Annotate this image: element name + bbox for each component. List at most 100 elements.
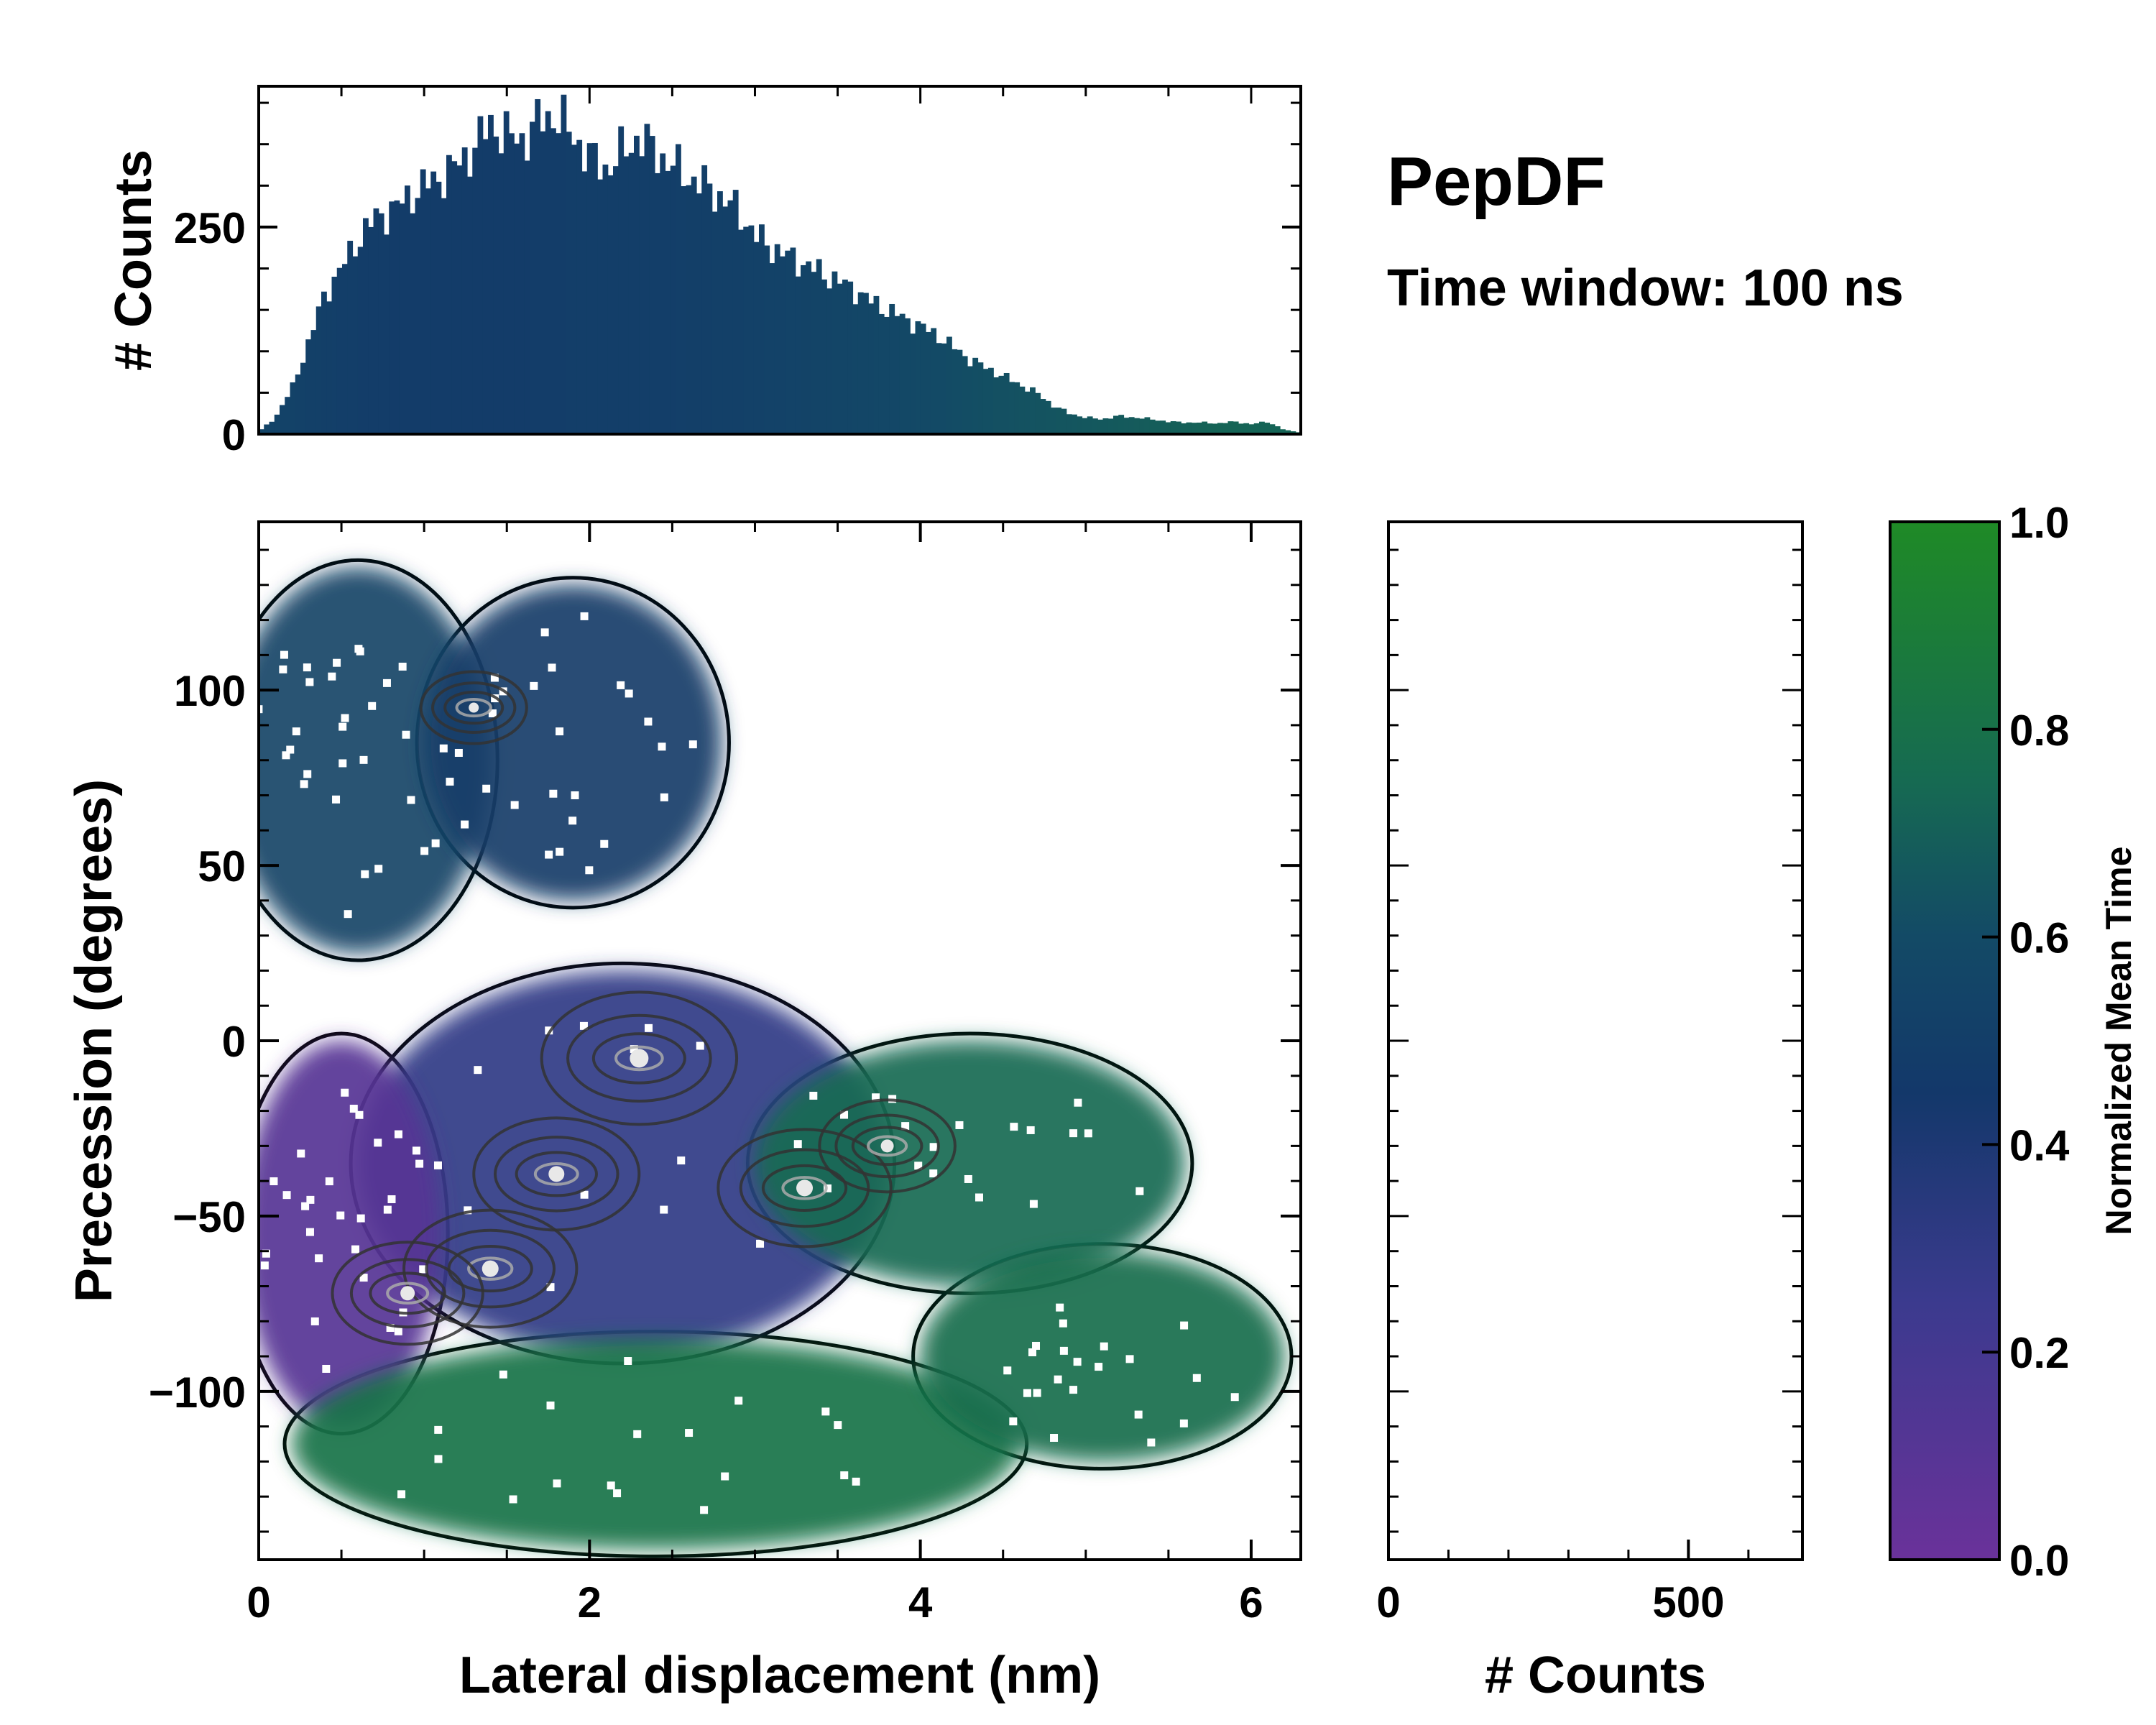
heatmap-empty-bin: [1010, 1123, 1018, 1131]
top-histogram-bar: [826, 288, 833, 434]
heatmap-empty-bin: [420, 847, 429, 855]
top-histogram-bar: [634, 135, 640, 434]
top-histogram-bar: [420, 169, 426, 434]
heatmap-region-upper-cluster: [259, 567, 491, 953]
top-histogram-bar: [1280, 429, 1286, 434]
colorbar-ticks: 1.0 0.8 0.6 0.4 0.2 0.0: [1982, 499, 2070, 1585]
heatmap-contour: [566, 1013, 712, 1103]
heatmap-empty-bin: [1100, 1342, 1108, 1351]
top-histogram-bar: [545, 111, 551, 435]
heatmap-ylabel: Precession (degrees): [65, 779, 123, 1302]
top-histogram-bar: [722, 206, 729, 434]
heatmap-empty-bin: [549, 789, 558, 798]
heatmap-empty-bin: [1032, 1341, 1041, 1350]
heatmap-empty-bin: [580, 612, 589, 620]
top-histogram-bar: [910, 334, 916, 434]
top-histogram-bar: [1165, 422, 1171, 434]
heatmap-xtick-label: 2: [578, 1578, 602, 1627]
heatmap-empty-bin: [540, 628, 549, 637]
colorbar-tick-label: 0.2: [2009, 1329, 2069, 1377]
top-histogram-bar: [592, 142, 598, 435]
heatmap-empty-bin: [613, 1489, 622, 1498]
heatmap-empty-bin: [840, 1110, 849, 1119]
heatmap-empty-bin: [407, 796, 415, 804]
heatmap-empty-bin: [351, 1245, 360, 1254]
heatmap-empty-bin: [624, 1357, 632, 1366]
heatmap-empty-bin: [1059, 1346, 1068, 1355]
top-histogram-bar: [519, 133, 525, 434]
heatmap-contour: [717, 1128, 893, 1248]
heatmap-contour: [386, 1282, 430, 1305]
heatmap-empty-bin: [356, 647, 364, 656]
top-histogram-bar: [342, 264, 348, 434]
right-xtick-label: 0: [1376, 1578, 1400, 1627]
heatmap-empty-bin: [259, 705, 263, 714]
top-histogram-bar: [394, 200, 400, 434]
top-histogram-bar: [566, 132, 572, 434]
top-histogram-bar: [290, 382, 296, 434]
heatmap-empty-bin: [821, 1407, 830, 1416]
heatmap-empty-bin: [328, 672, 336, 681]
top-histogram-bar: [972, 357, 979, 434]
top-histogram-bar: [264, 424, 270, 434]
top-histogram-bar: [801, 264, 806, 434]
top-histogram-bar: [727, 200, 734, 434]
top-histogram-bar: [1003, 372, 1010, 434]
heatmap-empty-bin: [1074, 1098, 1082, 1107]
heatmap-empty-bin: [834, 1421, 842, 1430]
top-histogram-bar: [1155, 420, 1161, 434]
heatmap-density-peak: [400, 1286, 415, 1301]
top-histogram-bar: [368, 226, 374, 434]
top-histogram-bar: [1222, 423, 1229, 434]
top-histogram-bar: [821, 279, 827, 434]
top-histogram-bar: [1181, 423, 1187, 434]
heatmap-empty-bin: [270, 1177, 278, 1186]
top-histogram-bar: [873, 295, 880, 434]
top-histogram-bar: [894, 316, 900, 434]
top-histogram: 0 250 # Counts: [105, 85, 1302, 459]
top-histogram-bar: [498, 153, 505, 434]
top-histogram-bar: [780, 256, 786, 434]
top-histogram-bar: [430, 171, 437, 434]
heatmap-empty-bin: [310, 1317, 319, 1325]
top-histogram-bar: [561, 94, 567, 435]
heatmap-empty-bin: [446, 778, 454, 786]
top-histogram-bar: [461, 147, 468, 434]
heatmap-empty-bin: [341, 714, 349, 722]
top-histogram-bar: [467, 176, 473, 434]
heatmap-ytick-label: 0: [222, 1018, 246, 1066]
heatmap-contour: [818, 1098, 957, 1194]
heatmap-contours: [331, 670, 957, 1346]
plot-subtitle: Time window: 100 ns: [1387, 259, 1904, 317]
heatmap-empty-bin: [840, 1471, 849, 1480]
top-histogram-bar: [1197, 422, 1202, 434]
heatmap-empty-bin: [964, 1174, 972, 1183]
heatmap-empty-bin: [625, 689, 633, 698]
heatmap-empty-bin: [1134, 1410, 1143, 1419]
heatmap-empty-bin: [359, 1274, 368, 1282]
colorbar-tick-label: 0.0: [2009, 1537, 2069, 1585]
top-histogram-bar: [852, 304, 859, 434]
heatmap-empty-bin: [545, 850, 553, 859]
top-histogram-bar: [1269, 424, 1276, 434]
top-histogram-bar: [1233, 421, 1239, 434]
top-histogram-bar: [1072, 414, 1077, 434]
top-histogram-frame: [257, 85, 1302, 436]
top-histogram-bar: [1149, 419, 1156, 434]
heatmap-empty-bin: [322, 1364, 331, 1373]
heatmap-contour: [369, 1271, 446, 1315]
top-histogram-bar: [795, 276, 801, 434]
top-histogram-bar: [1066, 414, 1072, 434]
top-histogram-bar: [1264, 423, 1271, 434]
heatmap-empty-bin: [852, 1477, 860, 1486]
top-histogram-bar: [676, 144, 681, 435]
heatmap-empty-bin: [914, 1162, 923, 1170]
top-histogram-bar: [482, 139, 489, 434]
top-histogram-bar: [1113, 415, 1119, 434]
top-histogram-bar: [806, 261, 812, 434]
top-histogram-bar: [759, 224, 765, 434]
heatmap-empty-bin: [568, 816, 577, 825]
heatmap-empty-bin: [1073, 1358, 1082, 1366]
top-histogram-bars: [259, 94, 1302, 435]
top-histogram-bar: [1238, 423, 1244, 434]
